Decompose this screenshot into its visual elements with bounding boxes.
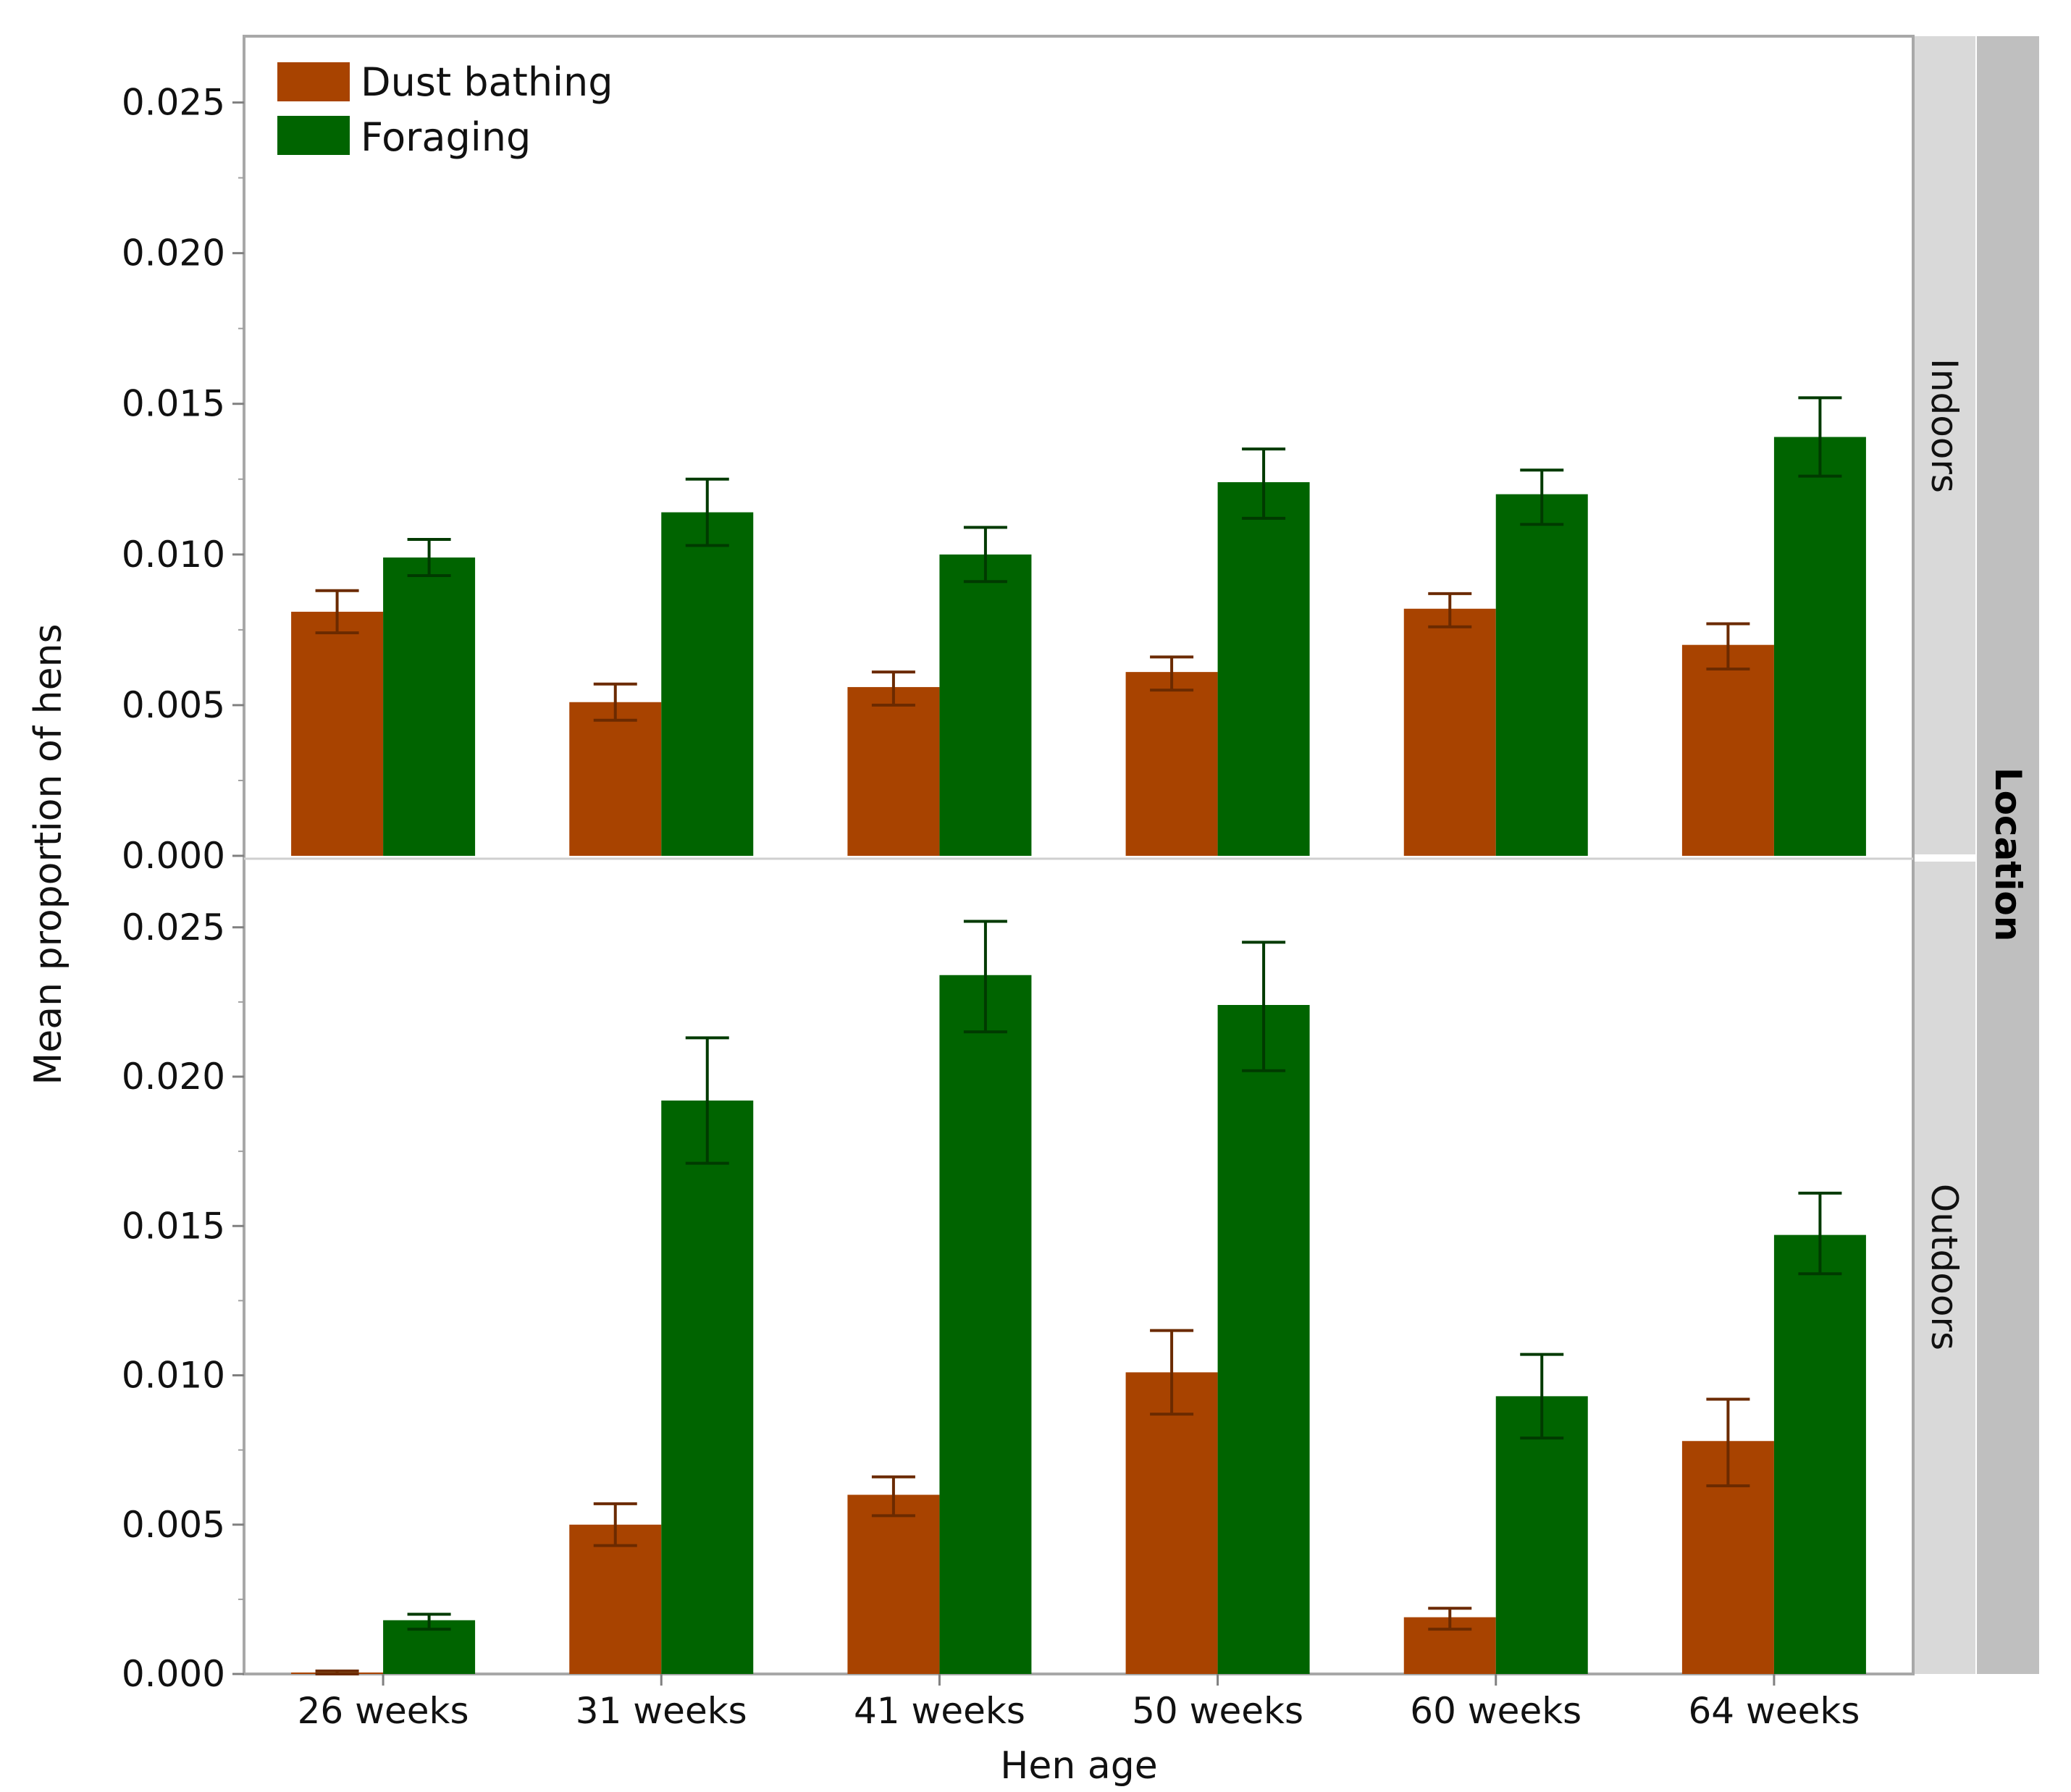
bar-outdoors-dust-bathing [847,1494,940,1674]
legend-swatch-foraging [277,116,350,155]
bar-outdoors-foraging [661,1101,754,1674]
strip-outdoors-bg [1915,862,1975,1674]
bar-outdoors-foraging [939,975,1032,1674]
panel-frames [243,35,1915,1675]
bar-indoors-dust-bathing [1403,608,1496,856]
strip-label-outdoors: Outdoors [1923,1184,1965,1350]
y-tick-label-indoors: 0.020 [122,232,225,274]
y-tick-label-indoors: 0.010 [122,534,225,576]
legend: Dust bathing Foraging [277,59,613,160]
bar-outdoors-foraging [1495,1396,1588,1674]
y-tick-label-outdoors: 0.015 [122,1205,225,1247]
bar-indoors-dust-bathing [291,611,384,856]
x-axis-title: Hen age [1000,1744,1157,1788]
y-tick-label-indoors: 0.000 [122,835,225,877]
error-bars [315,396,1842,1675]
y-tick-label-indoors: 0.015 [122,383,225,425]
y-tick-label-outdoors: 0.005 [122,1504,225,1546]
bar-outdoors-dust-bathing [569,1524,662,1674]
y-tick-label-outdoors: 0.000 [122,1653,225,1695]
bar-indoors-foraging [661,512,754,856]
legend-label-dust-bathing: Dust bathing [361,59,613,105]
facet-title: Location [1987,767,2029,942]
x-tick-label: 64 weeks [1688,1690,1860,1732]
x-tick-label: 60 weeks [1410,1690,1581,1732]
axes: 0.000 0.005 0.010 0.015 0.020 0.025 0.000 0.005… [122,82,1860,1732]
bar-outdoors-foraging [1773,1234,1866,1674]
x-tick-label: 50 weeks [1132,1690,1303,1732]
bar-indoors-dust-bathing [847,686,940,856]
x-tick-label: 31 weeks [576,1690,747,1732]
bar-indoors-foraging [1217,481,1310,856]
bar-indoors-foraging [1495,494,1588,856]
y-tick-label-indoors: 0.005 [122,684,225,726]
y-tick-label-outdoors: 0.025 [122,906,225,948]
x-tick-label: 41 weeks [854,1690,1025,1732]
legend-label-foraging: Foraging [361,114,531,160]
facet-strips: Indoors Outdoors Location [1915,36,2039,1674]
strip-indoors-bg [1915,36,1975,854]
legend-swatch-dust-bathing [277,62,350,101]
plot-frame [243,35,1915,1675]
bar-indoors-dust-bathing [1681,644,1774,856]
bar-indoors-foraging [1773,437,1866,856]
y-tick-label-outdoors: 0.020 [122,1056,225,1098]
y-tick-label-outdoors: 0.010 [122,1355,225,1397]
bar-indoors-dust-bathing [569,702,662,856]
y-tick-label-indoors: 0.025 [122,82,225,124]
outer-strip-bg [1977,36,2039,1674]
y-axis-title: Mean proportion of hens [27,623,70,1085]
strip-label-indoors: Indoors [1923,358,1965,493]
bar-outdoors-dust-bathing [1125,1372,1218,1674]
bar-indoors-foraging [939,554,1032,856]
bars [291,437,1866,1674]
bar-indoors-foraging [383,557,476,856]
x-tick-label: 26 weeks [298,1690,469,1732]
bar-outdoors-foraging [1217,1005,1310,1674]
bar-indoors-dust-bathing [1125,672,1218,856]
